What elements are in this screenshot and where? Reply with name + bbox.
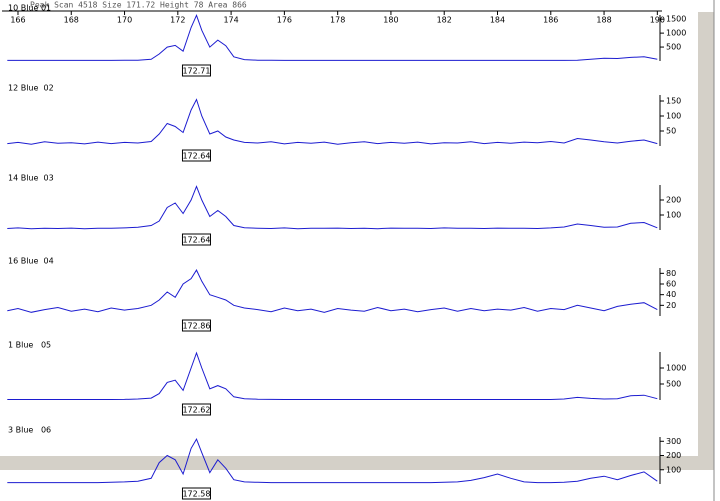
y-tick-label: 80 — [666, 269, 676, 278]
trace-line — [7, 13, 658, 61]
x-tick-label: 168 — [64, 16, 79, 25]
x-tick-label: 172 — [170, 16, 185, 25]
panel-title: 16 Blue 04 — [8, 257, 54, 266]
trace-line — [7, 98, 658, 145]
peak-label: 172.58 — [182, 490, 210, 499]
y-tick-label: 60 — [666, 280, 676, 289]
y-tick-label: 20 — [666, 301, 676, 310]
y-tick-label: 100 — [666, 112, 681, 121]
x-tick-label: 180 — [383, 16, 398, 25]
y-tick-label: 1000 — [666, 29, 686, 38]
peak-box — [181, 319, 211, 332]
peak-label: 172.64 — [182, 152, 210, 161]
y-tick-label: 1000 — [666, 364, 686, 373]
y-tick-label: 150 — [666, 97, 681, 106]
x-tick-label: 184 — [490, 16, 505, 25]
panel-title: 14 Blue 03 — [8, 174, 54, 183]
x-tick-label: 190 — [650, 16, 665, 25]
peak-label: 172.64 — [182, 236, 210, 245]
y-tick-label: 500 — [666, 380, 681, 389]
x-tick-label: 182 — [437, 16, 452, 25]
trace-line — [7, 351, 658, 400]
y-tick-label: 50 — [666, 127, 676, 136]
peak-box — [181, 487, 211, 500]
y-tick-label: 100 — [666, 465, 681, 474]
y-tick-label: 1500 — [666, 15, 686, 24]
peak-label: 172.71 — [182, 67, 210, 76]
y-tick-label: 500 — [666, 43, 681, 52]
trace-line — [7, 185, 658, 230]
x-tick-label: 176 — [277, 16, 292, 25]
y-tick-label: 200 — [666, 196, 681, 205]
scroll-bar — [698, 12, 714, 456]
panel-title: 1 Blue 05 — [8, 341, 51, 350]
y-tick-label: 300 — [666, 437, 681, 446]
peak-label: 172.86 — [182, 322, 210, 331]
peak-box — [181, 403, 211, 416]
y-tick-label: 100 — [666, 211, 681, 220]
x-tick-label: 178 — [330, 16, 345, 25]
y-tick-label: 40 — [666, 290, 676, 299]
peak-label: 172.62 — [182, 406, 210, 415]
x-tick-label: 166 — [10, 16, 25, 25]
header: Peak Scan 4518 Size 171.72 Height 78 Are… — [30, 1, 247, 10]
trace-line — [7, 269, 658, 313]
trace-line — [7, 437, 658, 484]
peak-box — [181, 233, 211, 246]
panel-title: 3 Blue 06 — [8, 426, 51, 435]
panel-title: 12 Blue 02 — [8, 84, 54, 93]
scroll-band — [0, 456, 714, 470]
x-tick-label: 186 — [543, 16, 558, 25]
x-tick-label: 174 — [223, 16, 238, 25]
peak-box — [181, 64, 211, 77]
peak-box — [181, 149, 211, 162]
panel-title: 10 Blue 01 — [8, 4, 51, 13]
y-tick-label: 200 — [666, 451, 681, 460]
x-tick-label: 188 — [596, 16, 611, 25]
x-tick-label: 170 — [117, 16, 132, 25]
